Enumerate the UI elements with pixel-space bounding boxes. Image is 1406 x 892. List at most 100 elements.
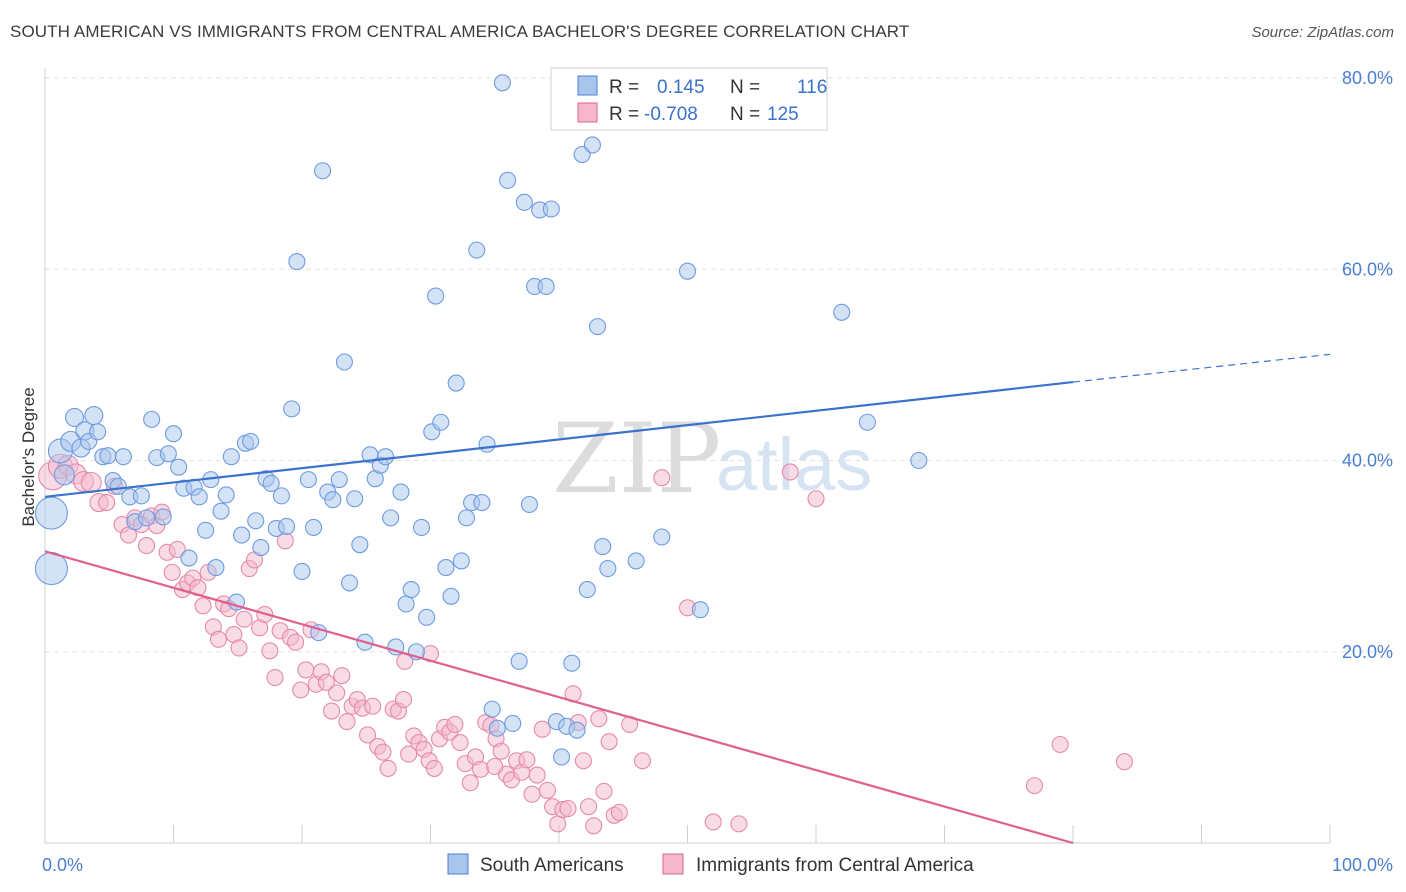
central-america-point — [653, 469, 671, 487]
south-american-point — [510, 652, 528, 670]
south-american-point — [154, 508, 172, 526]
south-american-point — [137, 509, 156, 527]
central-america-point — [80, 471, 102, 494]
south-american-point — [197, 521, 215, 539]
south-american-point — [427, 287, 445, 305]
central-america-point — [528, 766, 546, 784]
legend-r-value-1: 0.145 — [657, 77, 705, 98]
south-american-point — [627, 552, 645, 570]
south-american-point — [397, 595, 415, 613]
legend-r-value-2: -0.708 — [644, 104, 698, 125]
south-american-point — [109, 477, 127, 495]
trend-line-south-americans — [44, 380, 1074, 498]
south-american-point — [314, 162, 332, 180]
south-american-point — [499, 171, 517, 189]
south-american-point — [520, 495, 538, 514]
south-american-point — [164, 425, 183, 443]
south-american-point — [84, 406, 104, 426]
central-america-point — [328, 684, 346, 702]
south-american-point — [324, 491, 342, 509]
y-tick-label: 80.0% — [1342, 68, 1393, 88]
south-american-point — [478, 435, 496, 453]
central-america-point — [266, 669, 284, 687]
south-american-point — [504, 714, 522, 733]
central-america-point — [364, 697, 382, 715]
source-label: Source: ZipAtlas.com — [1251, 24, 1394, 41]
south-american-point — [247, 512, 265, 530]
trend-line-south-americans-extension — [1072, 353, 1331, 383]
south-american-point — [858, 413, 876, 431]
central-america-point — [492, 742, 510, 760]
south-american-point — [376, 448, 395, 466]
legend-swatch-pink — [577, 102, 598, 123]
central-america-point — [549, 815, 567, 833]
south-american-point — [553, 748, 571, 766]
south-american-point — [594, 538, 612, 556]
south-american-point — [299, 471, 317, 489]
central-america-point — [333, 667, 351, 685]
bottom-legend-swatch-blue — [447, 853, 469, 875]
central-america-point — [781, 463, 799, 481]
legend-r-label-1: R = — [609, 77, 639, 98]
south-american-point — [340, 574, 359, 592]
x-tick-labels: 0.0% 100.0% — [42, 855, 1393, 875]
south-american-point — [402, 581, 420, 599]
south-american-point — [437, 559, 455, 577]
central-america-point — [533, 720, 551, 738]
south-american-point — [392, 483, 410, 501]
watermark-zip: ZIP — [552, 403, 721, 515]
series-legend: South Americans Immigrants from Central … — [447, 853, 974, 876]
south-american-point — [452, 552, 470, 570]
legend-swatch-blue — [577, 75, 598, 96]
y-axis-label: Bachelor's Degree — [19, 387, 38, 526]
central-america-point — [261, 642, 279, 660]
central-america-point — [425, 759, 443, 777]
bottom-legend-label-2: Immigrants from Central America — [696, 855, 974, 876]
y-tick-label: 60.0% — [1342, 259, 1393, 279]
central-america-point — [394, 691, 413, 709]
south-american-point — [89, 423, 107, 441]
south-american-point — [833, 303, 851, 321]
south-american-point — [222, 448, 240, 466]
central-america-point — [472, 760, 490, 778]
south-american-point — [599, 560, 617, 578]
legend-n-value-1: 116 — [797, 77, 827, 98]
bottom-legend-label-1: South Americans — [480, 855, 624, 876]
central-america-point — [704, 813, 722, 831]
south-american-point — [910, 451, 928, 470]
south-american-point — [272, 487, 290, 505]
south-american-point — [447, 374, 465, 392]
central-america-point — [209, 630, 228, 648]
south-american-point — [483, 700, 501, 718]
bottom-legend-swatch-pink — [662, 853, 684, 875]
central-america-point — [518, 751, 536, 769]
south-american-point — [242, 432, 260, 450]
trend-lines — [44, 353, 1331, 845]
central-america-point — [730, 815, 748, 833]
south-american-point — [65, 407, 85, 428]
central-america-point — [559, 800, 577, 818]
legend-n-label-1: N = — [730, 77, 760, 98]
south-american-point — [691, 601, 709, 619]
correlation-legend: R = 0.145 N = 116 R = -0.708 N = 125 — [550, 67, 828, 131]
south-american-point — [493, 74, 512, 92]
central-america-point — [1051, 735, 1069, 754]
central-america-point — [194, 597, 212, 615]
south-american-point — [515, 193, 533, 211]
chart-title: SOUTH AMERICAN VS IMMIGRANTS FROM CENTRA… — [10, 22, 910, 41]
south-american-point — [382, 509, 400, 527]
central-america-point — [374, 743, 392, 761]
south-american-point — [190, 488, 208, 506]
central-america-point — [633, 752, 652, 770]
south-american-point — [114, 448, 132, 466]
south-american-point — [537, 277, 555, 296]
central-america-point — [585, 817, 603, 835]
south-american-point — [488, 719, 506, 737]
central-america-point — [287, 633, 305, 651]
central-america-point — [297, 661, 315, 679]
south-american-point — [678, 262, 697, 280]
central-america-point — [358, 726, 377, 744]
south-american-point — [583, 136, 601, 154]
central-america-point — [590, 710, 608, 728]
